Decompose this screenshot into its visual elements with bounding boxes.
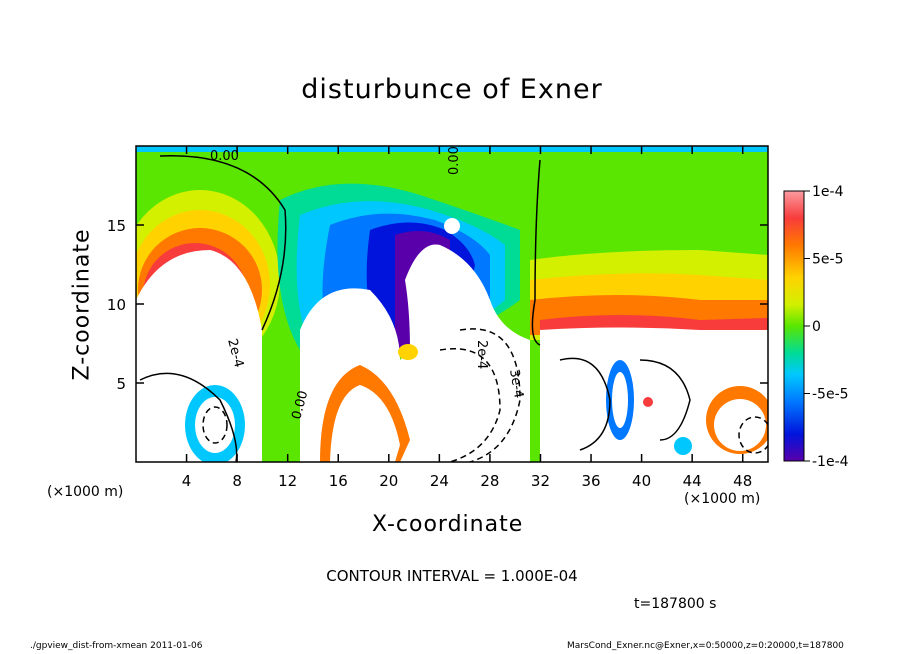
colorbar-tick-label: -1e-4 <box>812 454 849 470</box>
dashed-contours <box>202 328 768 462</box>
contour-label: 2e-4 <box>474 340 489 369</box>
y-axis-label: Z-coordinate <box>69 228 95 381</box>
y-tick-label: 5 <box>116 375 126 393</box>
x-tick-label: 8 <box>232 472 242 490</box>
x-tick-label: 36 <box>581 472 600 490</box>
x-tick-label: 12 <box>278 472 297 490</box>
contour-labels: 0.00 0.00 2e-4 2e-4 0.00 3e-4 <box>210 146 526 421</box>
footer-right: MarsCond_Exner.nc@Exner,x=0:50000,z=0:20… <box>567 641 844 651</box>
contour-label: 2e-4 <box>224 337 246 369</box>
contour-label: 3e-4 <box>506 368 526 399</box>
colorbar <box>783 190 805 462</box>
heatmap-field <box>136 146 768 462</box>
contour-label: 0.00 <box>289 389 311 421</box>
x-tick-label: 40 <box>632 472 651 490</box>
y-tick-label: 15 <box>107 217 126 235</box>
x-unit-left: (×1000 m) <box>47 484 124 500</box>
x-tick-label: 24 <box>430 472 449 490</box>
contour-interval: CONTOUR INTERVAL = 1.000E-04 <box>326 567 578 585</box>
time-label: t=187800 s <box>634 596 717 612</box>
y-tick-label: 10 <box>107 296 126 314</box>
y-axis-ticks: 5 10 15 <box>107 217 768 393</box>
footer-left: ./gpview_dist-from-xmean 2011-01-06 <box>30 641 203 651</box>
contour-label: 0.00 <box>447 146 462 175</box>
contour-label: 0.00 <box>210 149 239 164</box>
x-axis-label: X-coordinate <box>372 512 524 537</box>
x-axis-ticks: 4 8 12 16 20 24 28 32 36 40 44 48 <box>182 146 752 490</box>
x-tick-label: 4 <box>182 472 192 490</box>
x-tick-label: 28 <box>480 472 499 490</box>
colorbar-ticks: 1e-4 5e-5 0 -5e-5 -1e-4 <box>804 184 849 470</box>
colorbar-tick-label: 0 <box>812 319 821 335</box>
colorbar-tick-label: -5e-5 <box>812 387 849 403</box>
x-tick-label: 20 <box>379 472 398 490</box>
chart-title: disturbunce of Exner <box>301 74 603 105</box>
x-tick-label: 16 <box>329 472 348 490</box>
contour-lines <box>139 155 691 462</box>
colorbar-tick-label: 5e-5 <box>812 252 843 268</box>
x-unit-right: (×1000 m) <box>684 491 761 507</box>
x-tick-label: 48 <box>733 472 752 490</box>
colorbar-tick-label: 1e-4 <box>812 184 844 200</box>
x-tick-label: 32 <box>531 472 550 490</box>
x-tick-label: 44 <box>683 472 702 490</box>
